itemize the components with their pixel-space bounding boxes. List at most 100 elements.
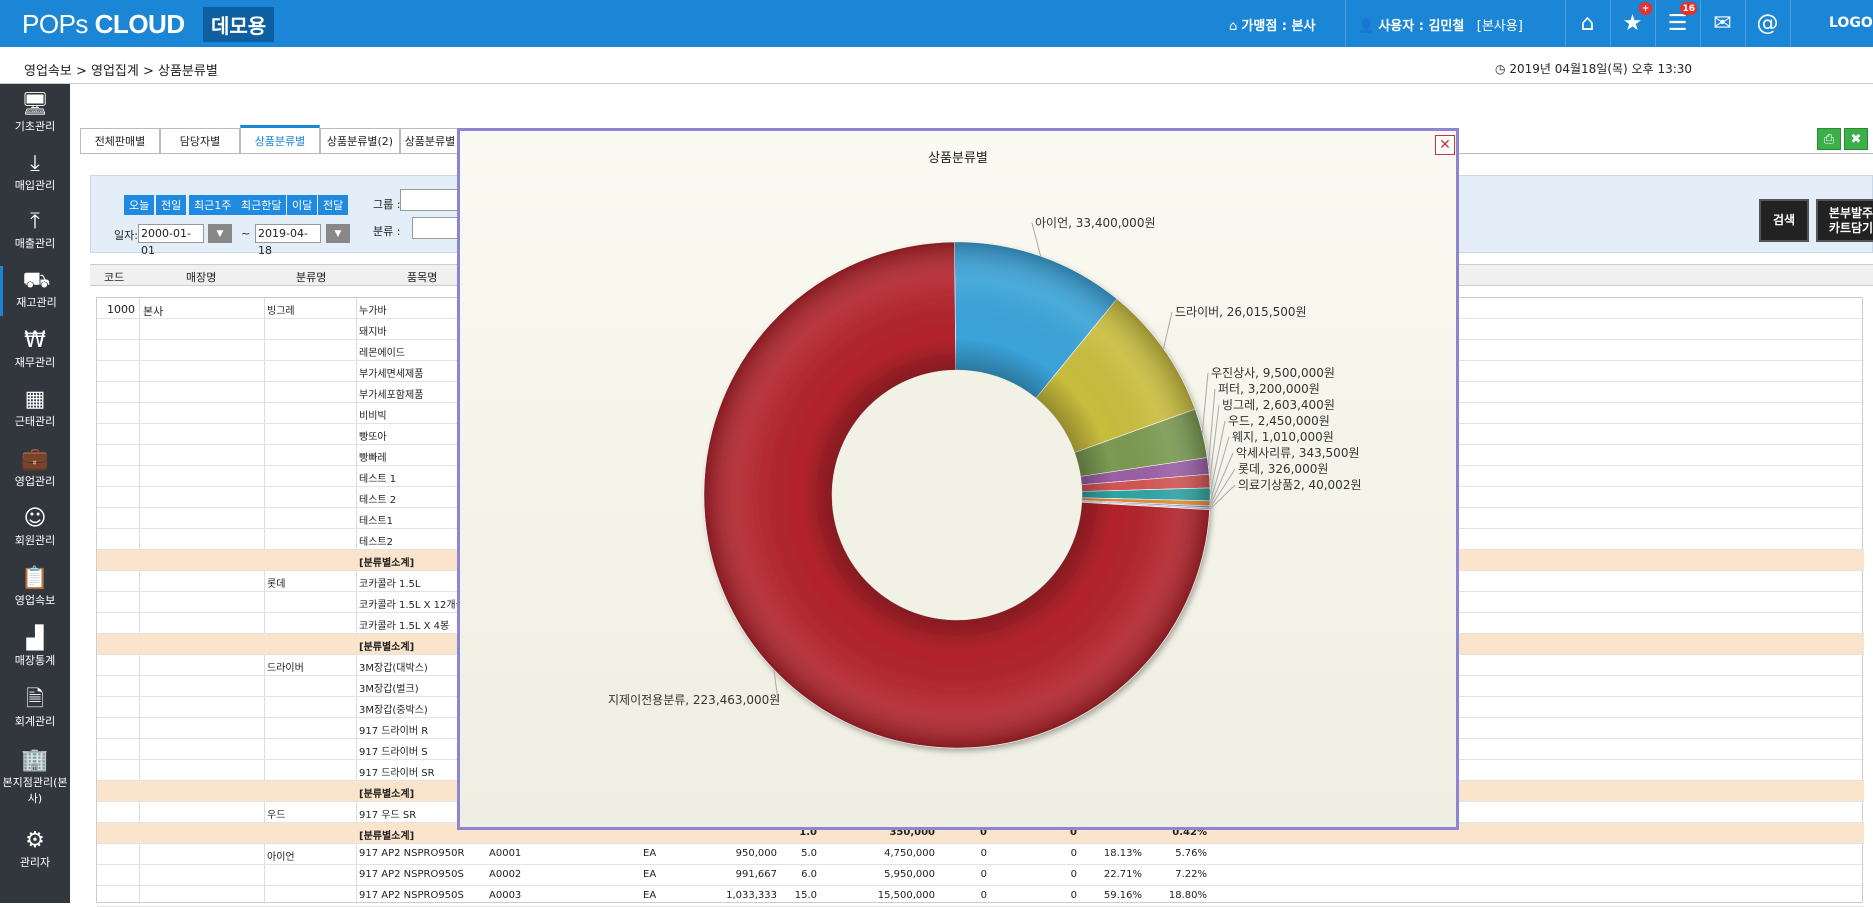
data-label: 악세사리류, 343,500원	[1236, 446, 1360, 460]
item-ratio: 18.13%	[1103, 848, 1142, 859]
category-name: 빙그레	[267, 306, 295, 317]
excel-button[interactable]: ✖	[1844, 128, 1868, 150]
label-connector	[1209, 484, 1236, 511]
sidebar-item-members[interactable]: ☺ 회원관리	[0, 506, 70, 548]
subtotal-ratio: 0.42%	[1172, 827, 1207, 838]
print-button[interactable]: ⎙	[1817, 128, 1841, 150]
this-month-button[interactable]: 이달	[287, 195, 318, 215]
subtotal-value: 0	[1070, 827, 1077, 838]
yesterday-button[interactable]: 전일	[156, 195, 187, 215]
star-icon[interactable]: ★ +	[1610, 0, 1655, 47]
printer-icon: ⎙	[1823, 131, 1835, 147]
item-name: 3M장갑(벌크)	[359, 684, 419, 695]
sidebar-item-branch[interactable]: 🏢 본지점관리(본사)	[0, 748, 70, 806]
sidebar-item-admin[interactable]: ⚙ 관리자	[0, 828, 70, 870]
calendar-dropdown-icon[interactable]: ▼	[208, 224, 232, 243]
item-ratio: 7.22%	[1175, 869, 1207, 880]
item-unit: EA	[643, 890, 657, 901]
monitor-icon: 🖥	[21, 92, 49, 117]
demo-label: 데모용	[203, 7, 275, 42]
item-price: 991,667	[735, 869, 777, 880]
item-qty: 15.0	[794, 890, 817, 901]
tab-by-category-2[interactable]: 상품분류별(2)	[320, 128, 400, 153]
top-bar: POPs CLOUD 데모용 ⌂ 가맹점 : 본사 👤 사용자 : 김민철 [본…	[0, 0, 1873, 47]
at-icon[interactable]: @	[1756, 11, 1779, 36]
order-cart-button[interactable]: 본부발주 카트담기	[1816, 199, 1873, 242]
tasks-badge: 16	[1680, 2, 1697, 15]
item-value: 0	[980, 890, 987, 901]
table-row[interactable]: 917 AP2 NSPRO950S A0002 EA 991,667 6.0 5,950,…	[97, 865, 1864, 886]
clipboard-icon: 📋	[21, 566, 49, 591]
divider	[1565, 0, 1566, 47]
item-name: 테스트 2	[359, 495, 397, 506]
today-button[interactable]: 오늘	[124, 195, 155, 215]
data-label: 우드, 2,450,000원	[1228, 414, 1330, 428]
col-item-name: 품목명	[407, 271, 438, 284]
item-qty: 6.0	[801, 869, 817, 880]
item-name: 돼지바	[359, 327, 387, 338]
data-label: 웨지, 1,010,000원	[1232, 430, 1334, 444]
forklift-icon: ⛟	[22, 268, 51, 293]
last-month-button[interactable]: 최근한달	[236, 195, 287, 215]
calendar-dropdown-icon[interactable]: ▼	[326, 224, 350, 243]
tilde: ~	[241, 227, 251, 240]
subtotal-value: 0	[980, 827, 987, 838]
subtotal-label: [분류별소계]	[359, 789, 415, 800]
won-basket-icon: ₩	[24, 328, 46, 353]
item-ratio: 5.76%	[1175, 848, 1207, 859]
item-ratio: 18.80%	[1168, 890, 1207, 901]
item-name: 917 AP2 NSPRO950S	[359, 890, 464, 901]
table-row[interactable]: 917 AP2 NSPRO950S A0003 EA 1,033,333 15.0 15,…	[97, 886, 1864, 907]
tab-by-category-3[interactable]: 상품분류별	[400, 128, 460, 153]
logo[interactable]: POPs CLOUD	[22, 9, 185, 39]
tab-all-sales[interactable]: 전체판매별	[80, 128, 160, 153]
tab-by-staff[interactable]: 담당자별	[160, 128, 240, 153]
home-icon[interactable]: ⌂	[1580, 11, 1595, 36]
search-button[interactable]: 검색	[1759, 199, 1809, 242]
date-label: 일자:	[114, 229, 138, 242]
clock-icon: ◷	[1495, 62, 1506, 76]
date-to-input[interactable]: 2019-04-18	[255, 224, 321, 257]
item-name: 3M장갑(대박스)	[359, 663, 428, 674]
col-code: 코드	[104, 271, 125, 284]
divider	[1345, 0, 1346, 47]
date-from-input[interactable]: 2000-01-01	[138, 224, 204, 257]
tab-by-category[interactable]: 상품분류별	[240, 125, 320, 153]
sidebar-item-sales-report[interactable]: 📋 영업속보	[0, 566, 70, 608]
close-button[interactable]: ✕	[1435, 135, 1455, 155]
item-name: 테스트1	[359, 516, 393, 527]
label-connector	[1207, 388, 1216, 466]
sidebar-item-inventory[interactable]: ⛟ 재고관리	[0, 266, 70, 316]
close-icon: ✕	[1439, 137, 1451, 153]
table-row[interactable]: 아이언 917 AP2 NSPRO950R A0001 EA 950,000 5.0 4,7…	[97, 844, 1864, 865]
item-name: 코카콜라 1.5L X 12개들	[359, 600, 465, 611]
item-name: 빵빠레	[359, 453, 387, 464]
sidebar-item-basic[interactable]: 🖥 기초관리	[0, 92, 70, 134]
sidebar-item-accounting[interactable]: 🗎 회계관리	[0, 687, 70, 729]
item-price: 1,033,333	[726, 890, 777, 901]
divider	[356, 298, 357, 904]
category-name: 우드	[267, 810, 286, 821]
logout-button[interactable]: LOGOUT	[1829, 15, 1873, 31]
category-name: 롯데	[267, 579, 286, 590]
prev-month-button[interactable]: 전달	[318, 195, 349, 215]
store-info: ⌂ 가맹점 : 본사	[1229, 19, 1316, 34]
last-week-button[interactable]: 최근1주	[189, 195, 237, 215]
mail-icon[interactable]: ✉	[1713, 11, 1732, 36]
group-input[interactable]	[400, 189, 460, 211]
sidebar-item-attendance[interactable]: ▦ 근태관리	[0, 387, 70, 429]
sidebar-item-purchase[interactable]: ⤓ 매입관리	[0, 151, 70, 193]
sidebar-item-business[interactable]: 💼 영업관리	[0, 447, 70, 489]
checklist-icon[interactable]: ☰ 16	[1667, 2, 1697, 36]
sidebar-item-store-stats[interactable]: ▟ 매장통계	[0, 626, 70, 668]
label-connector	[1209, 436, 1230, 504]
item-name: 917 드라이버 S	[359, 747, 428, 758]
user-icon: 👤	[1358, 19, 1375, 34]
sidebar-item-finance[interactable]: ₩ 재무관리	[0, 328, 70, 370]
item-name: 빵또아	[359, 432, 387, 443]
sidebar-item-sales[interactable]: ⤒ 매출관리	[0, 209, 70, 251]
data-label: 빙그레, 2,603,400원	[1222, 398, 1335, 412]
category-input[interactable]	[412, 217, 460, 239]
data-label: 드라이버, 26,015,500원	[1175, 305, 1307, 319]
